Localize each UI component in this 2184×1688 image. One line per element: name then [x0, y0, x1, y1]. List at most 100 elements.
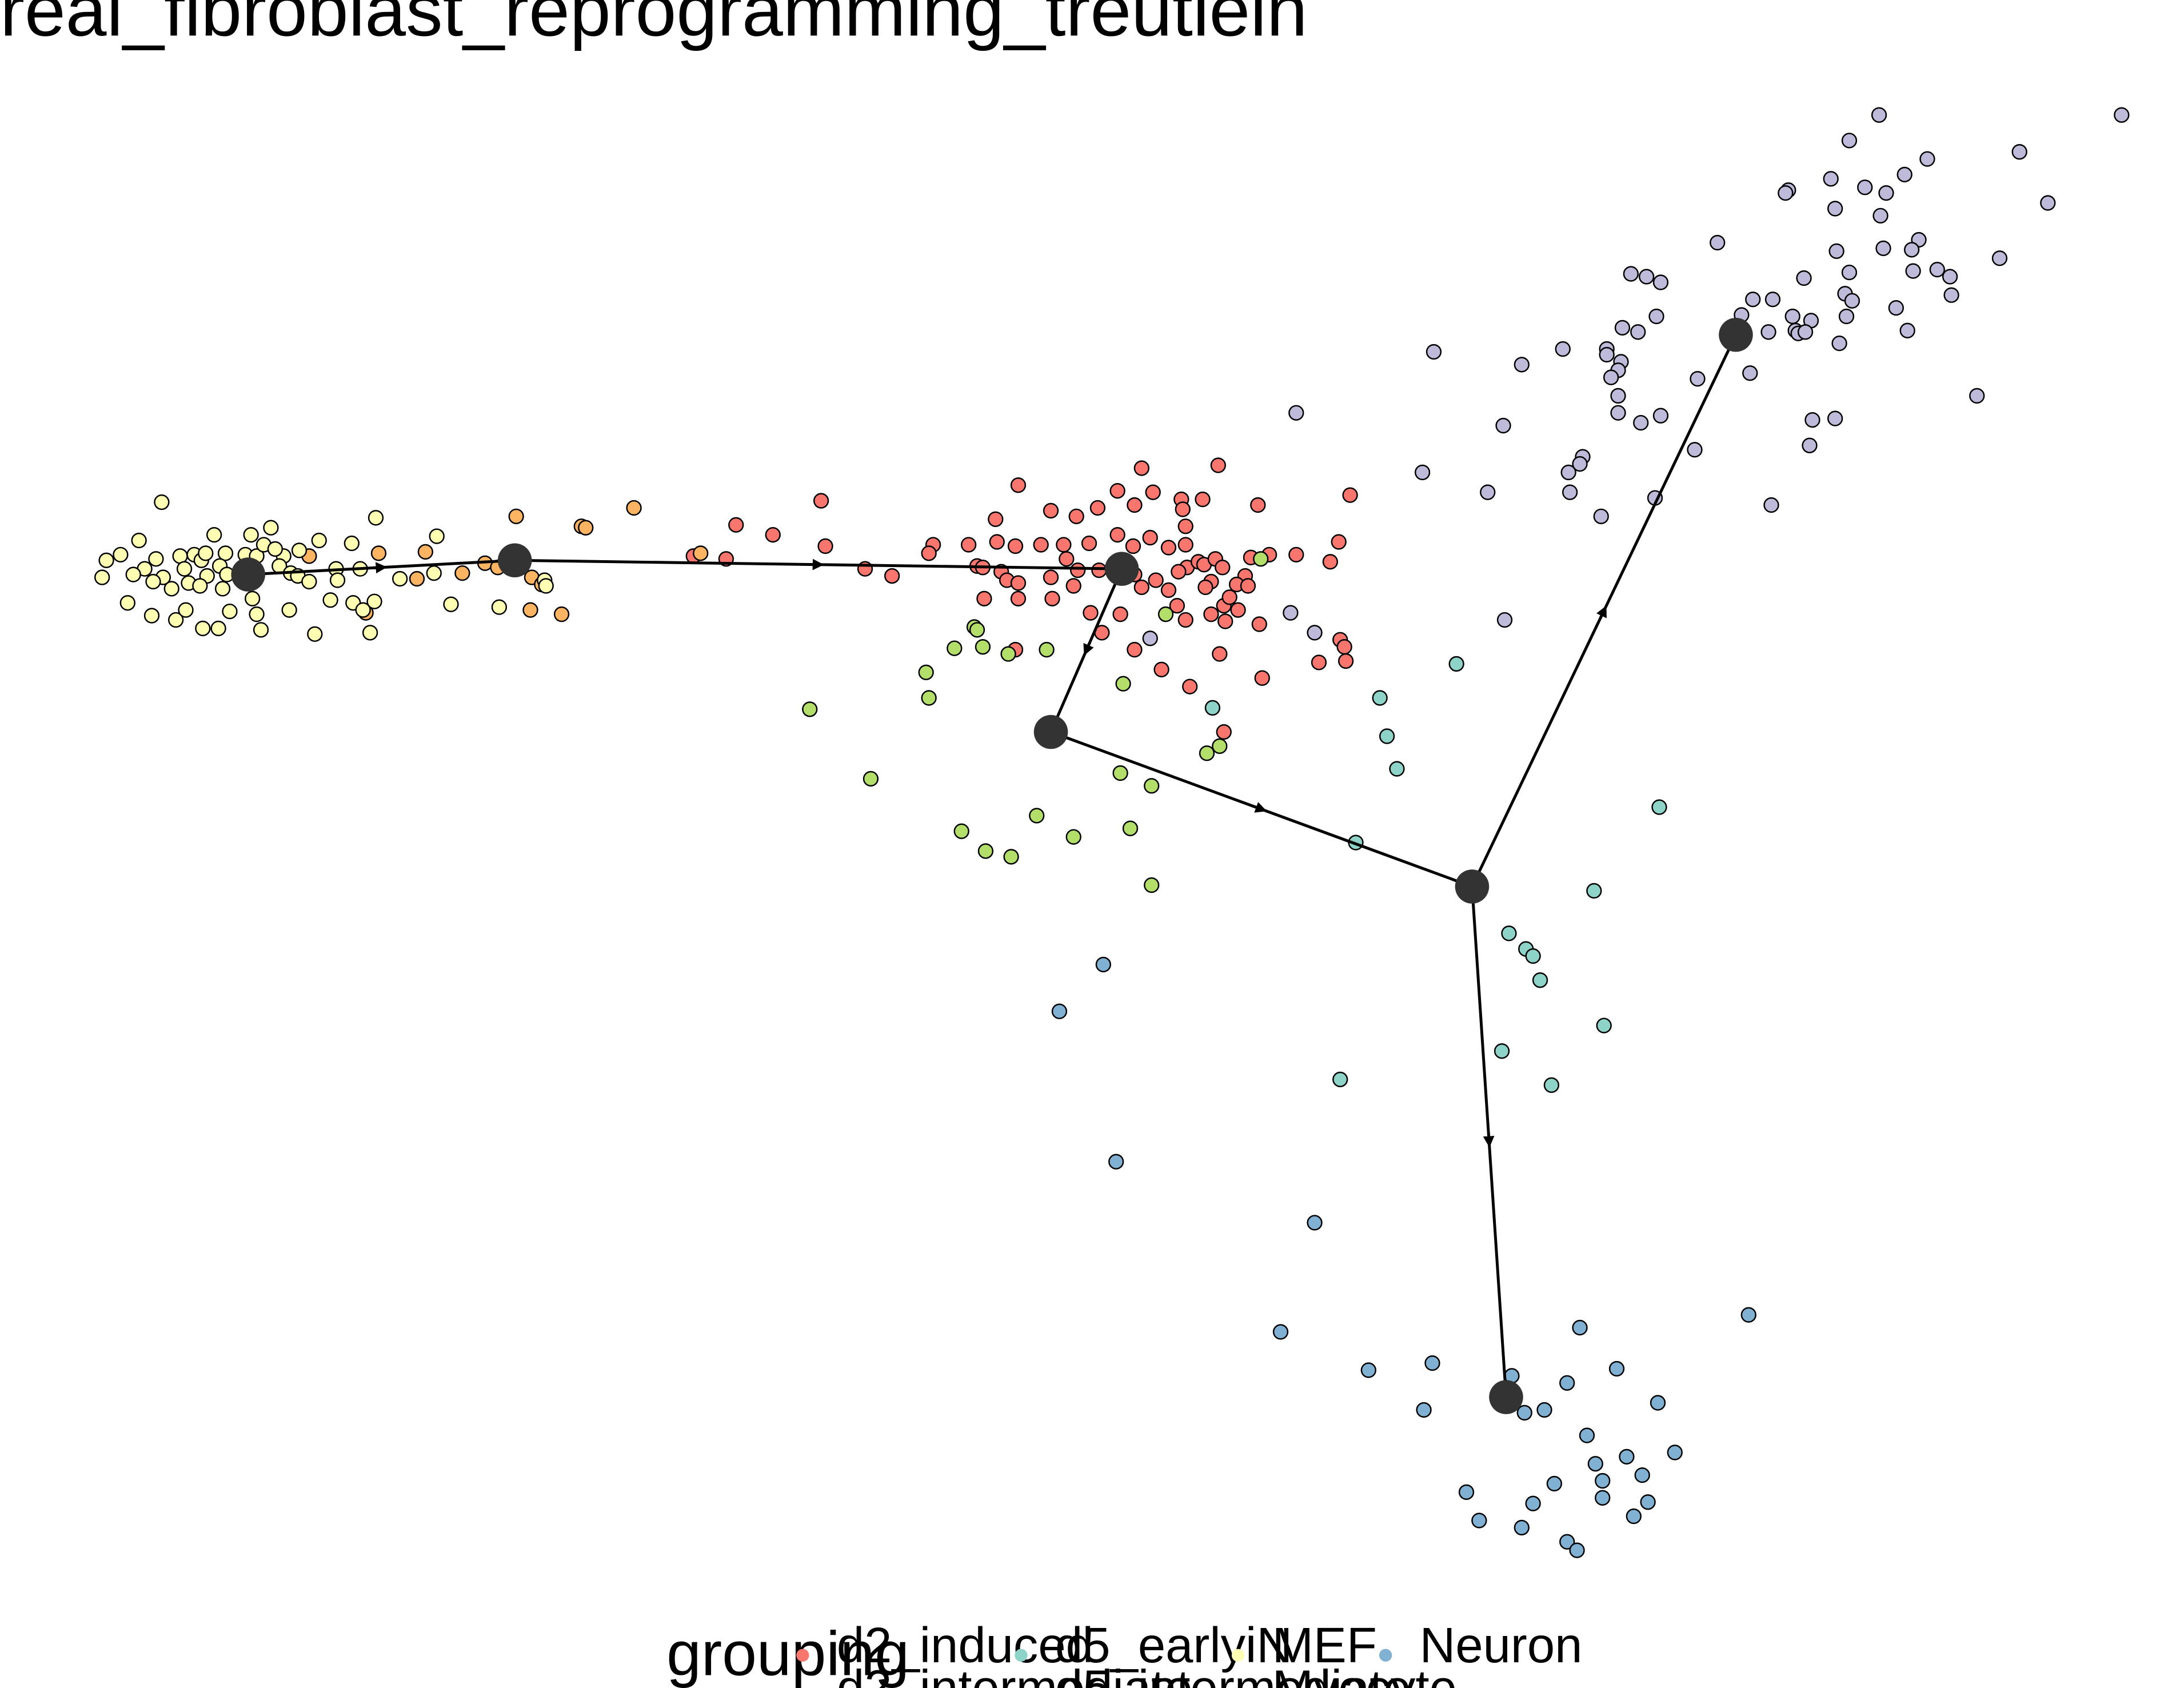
- point-Neuron-28: [1626, 1508, 1642, 1525]
- point-Myocyte-46: [1831, 336, 1847, 352]
- point-d2_induced-26: [1142, 529, 1158, 546]
- point-d2_induced-74: [1203, 606, 1219, 622]
- milestone-M7: [1489, 1380, 1523, 1414]
- point-MEF-6: [344, 535, 360, 552]
- point-d2_induced-3: [1068, 508, 1084, 524]
- legend-item-MEF: MEF: [1231, 1618, 1377, 1673]
- point-Neuron-14: [1536, 1402, 1552, 1418]
- point-Myocyte-0: [1871, 107, 1887, 123]
- point-d2_induced-51: [1043, 569, 1059, 585]
- point-d2_intermediate-0: [508, 508, 524, 524]
- point-d5_intermediate-16: [1065, 829, 1081, 845]
- point-d2_induced-10: [1175, 501, 1191, 517]
- point-d2_induced-41: [817, 538, 833, 554]
- point-Myocyte-66: [1802, 437, 1818, 453]
- point-d2_induced-18: [989, 534, 1005, 550]
- point-Myocyte-17: [1875, 240, 1891, 257]
- point-Neuron-6: [1572, 1319, 1588, 1336]
- point-d5_intermediate-11: [1212, 738, 1228, 754]
- point-Neuron-2: [1108, 1154, 1124, 1170]
- point-MEF-55: [491, 599, 508, 615]
- point-d2_induced-38: [1331, 534, 1347, 550]
- point-Myocyte-69: [1560, 464, 1576, 481]
- point-MEF-49: [281, 602, 297, 618]
- legend-item-Myocyte: Myocyte: [1272, 1661, 1457, 1688]
- legend: grouping d2_inducedd2_intermediated5_ear…: [666, 1618, 1582, 1688]
- point-MEF-1: [368, 510, 384, 526]
- point-Myocyte-73: [1562, 484, 1578, 500]
- point-d5_earlyiN-4: [1448, 656, 1464, 672]
- point-Myocyte-28: [1745, 292, 1761, 308]
- legend-swatch-d2_induced: [796, 1649, 809, 1662]
- point-d5_earlyiN-0: [1204, 700, 1221, 716]
- point-d2_induced-14: [1342, 487, 1358, 503]
- point-d2_induced-22: [1059, 551, 1075, 567]
- point-Myocyte-3: [2011, 144, 2027, 160]
- point-d2_induced-6: [1127, 497, 1143, 513]
- milestone-M5: [1455, 869, 1490, 904]
- point-MEF-24: [94, 569, 110, 585]
- milestone-M4: [1033, 715, 1068, 749]
- point-Myocyte-70: [1572, 456, 1588, 472]
- point-Myocyte-15: [1903, 242, 1920, 258]
- point-Neuron-13: [1516, 1404, 1532, 1421]
- point-d2_intermediate-3: [626, 500, 642, 516]
- point-Myocyte-76: [1593, 508, 1609, 524]
- point-d2_induced-80: [1251, 616, 1267, 632]
- milestone-M3: [1104, 552, 1139, 586]
- legend-label-d5_intermediate: d5_intermediate: [1055, 1661, 1411, 1688]
- legend-title: grouping: [666, 1619, 909, 1688]
- point-d5_intermediate-19: [977, 843, 994, 859]
- point-d5_earlyiN-6: [1651, 799, 1667, 815]
- point-d2_intermediate-4: [417, 544, 433, 560]
- point-d2_induced-78: [1177, 612, 1193, 628]
- point-Myocyte-75: [1763, 497, 1779, 513]
- point-Neuron-24: [1525, 1495, 1541, 1511]
- point-d2_induced-7: [1133, 460, 1149, 476]
- milestone-M1: [231, 557, 265, 592]
- point-Myocyte-24: [1841, 264, 1858, 281]
- point-Myocyte-59: [1610, 405, 1626, 421]
- trajectory-arrow-M3-M4: [1083, 642, 1094, 656]
- point-Neuron-5: [1740, 1307, 1756, 1323]
- point-Myocyte-79: [1307, 625, 1323, 641]
- point-Myocyte-33: [1943, 287, 1959, 303]
- point-Myocyte-22: [1652, 274, 1669, 290]
- legend-swatch-d5_earlyiN: [1015, 1649, 1028, 1662]
- series-d5_earlyiN: [1204, 656, 1667, 1093]
- legend-item-d5_earlyiN: d5_earlyiN: [1015, 1618, 1292, 1673]
- point-Neuron-20: [1634, 1467, 1650, 1483]
- point-Myocyte-9: [1778, 185, 1794, 201]
- point-d2_induced-57: [1171, 564, 1187, 580]
- point-Neuron-29: [1514, 1519, 1530, 1536]
- point-Myocyte-61: [1652, 408, 1669, 424]
- point-d2_induced-29: [1177, 537, 1193, 553]
- point-Neuron-21: [1546, 1475, 1563, 1492]
- point-Myocyte-63: [1827, 410, 1843, 426]
- point-d5_intermediate-13: [1112, 765, 1128, 781]
- point-MEF-7: [291, 542, 308, 558]
- point-d2_induced-4: [1089, 500, 1106, 516]
- point-Myocyte-39: [1630, 324, 1646, 340]
- point-d2_induced-73: [1240, 578, 1256, 594]
- point-Neuron-1: [1051, 1003, 1068, 1019]
- point-MEF-41: [119, 595, 135, 611]
- point-d5_intermediate-1: [1157, 606, 1174, 622]
- point-d2_induced-27: [1160, 540, 1177, 556]
- point-d2_induced-13: [1250, 497, 1266, 513]
- point-Myocyte-80: [1142, 630, 1158, 647]
- point-Myocyte-45: [1899, 322, 1915, 338]
- point-Neuron-9: [1360, 1362, 1376, 1378]
- point-d2_induced-54: [1065, 578, 1081, 594]
- point-MEF-56: [143, 608, 160, 624]
- point-MEF-52: [355, 602, 371, 618]
- point-MEF-17: [217, 545, 234, 561]
- milestone-M6: [1719, 317, 1753, 352]
- trajectory-arrow-M4-M5: [1253, 801, 1267, 813]
- point-d2_intermediate-11: [522, 602, 538, 618]
- point-d2_induced-64: [1083, 605, 1099, 621]
- point-Myocyte-25: [1905, 263, 1921, 279]
- point-Neuron-17: [1619, 1448, 1635, 1465]
- point-Myocyte-67: [1687, 442, 1703, 458]
- series-Neuron: [1051, 956, 1756, 1558]
